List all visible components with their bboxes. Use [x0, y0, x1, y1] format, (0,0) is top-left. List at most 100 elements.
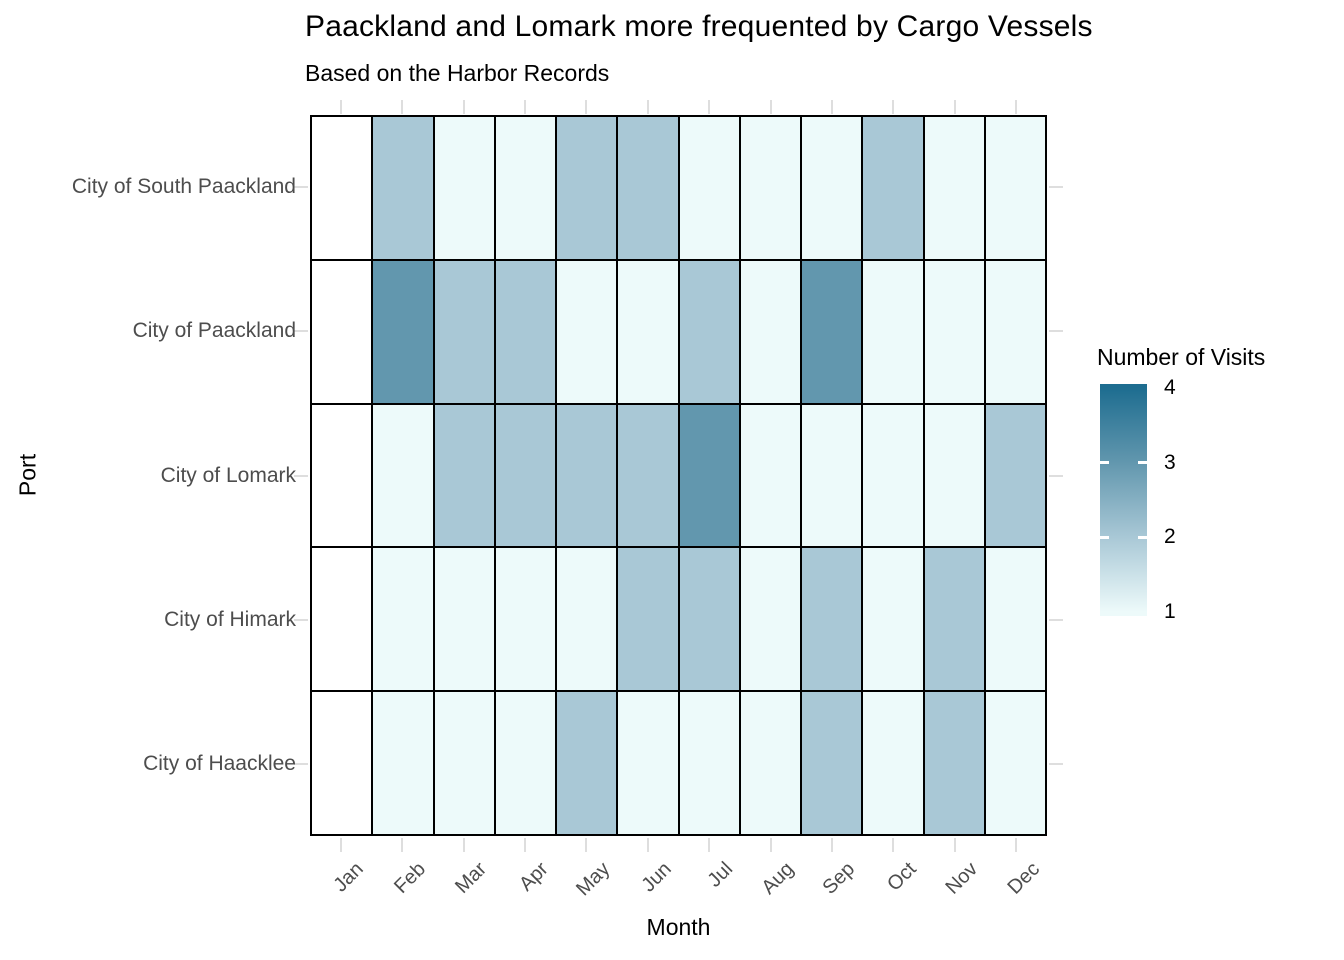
legend-title: Number of Visits [1097, 344, 1266, 370]
x-tick-label: Aug [757, 858, 799, 899]
x-tick-bottom [953, 838, 956, 852]
heatmap-cell [495, 260, 555, 403]
x-tick-top [401, 100, 404, 114]
heatmap-cell [679, 692, 739, 834]
heatmap-cell [434, 117, 494, 259]
heatmap-cell [557, 117, 617, 259]
y-tick-left [294, 330, 308, 333]
x-tick-top [953, 100, 956, 114]
legend-tick-mark-left [1100, 535, 1109, 539]
x-tick-label: Feb [389, 858, 430, 898]
heatmap-cell [312, 404, 372, 547]
x-axis-title: Month [646, 914, 711, 940]
x-tick-bottom [585, 838, 588, 852]
heatmap-cell [924, 260, 984, 403]
x-tick-top [339, 100, 342, 114]
x-tick-top [523, 100, 526, 114]
x-tick-label: Oct [883, 858, 922, 896]
legend-tick-mark-left [1100, 461, 1109, 465]
x-tick-bottom [523, 838, 526, 852]
heatmap-cell [740, 117, 800, 259]
y-tick-label: City of Himark [164, 607, 296, 631]
y-tick-label: City of Haacklee [143, 751, 296, 775]
heatmap-cell [618, 404, 678, 547]
heatmap-cell [312, 260, 372, 403]
heatmap-cell [373, 404, 433, 547]
x-tick-label: Sep [818, 858, 860, 899]
y-tick-right [1049, 330, 1063, 333]
heatmap-cell [740, 260, 800, 403]
x-tick-bottom [646, 838, 649, 852]
heatmap-cell [434, 548, 494, 691]
heatmap-cell [373, 692, 433, 834]
y-tick-right [1049, 618, 1063, 621]
x-tick-top [1015, 100, 1018, 114]
y-tick-label: City of Lomark [160, 463, 296, 487]
heatmap-cell [679, 260, 739, 403]
chart-title: Paackland and Lomark more frequented by … [305, 10, 1093, 43]
heatmap-cell [985, 548, 1045, 691]
heatmap-cell [924, 117, 984, 259]
heatmap-cell [924, 548, 984, 691]
heatmap-cell [373, 548, 433, 691]
y-tick-label: City of South Paackland [71, 175, 296, 199]
y-axis-title: Port [14, 453, 41, 497]
heatmap-cell [373, 260, 433, 403]
legend-tick-mark-right [1138, 535, 1147, 539]
x-tick-top [769, 100, 772, 114]
x-tick-label: Jul [703, 858, 737, 892]
heatmap-cell [495, 404, 555, 547]
x-tick-top [462, 100, 465, 114]
y-tick-right [1049, 186, 1063, 189]
heatmap-cell [863, 548, 923, 691]
x-tick-label: Apr [514, 858, 553, 896]
heatmap-cell [373, 117, 433, 259]
heatmap-cell [740, 404, 800, 547]
heatmap-cell [679, 404, 739, 547]
heatmap-cell [985, 117, 1045, 259]
x-tick-bottom [831, 838, 834, 852]
heatmap-cell [557, 548, 617, 691]
legend-tick-label: 3 [1164, 450, 1176, 474]
x-tick-top [585, 100, 588, 114]
heatmap-cell [557, 692, 617, 834]
x-tick-bottom [401, 838, 404, 852]
heatmap-cell [924, 692, 984, 834]
x-tick-label: Jun [636, 858, 676, 897]
y-tick-left [294, 618, 308, 621]
y-tick-left [294, 186, 308, 189]
x-tick-label: Nov [941, 858, 983, 899]
legend-colorbar [1100, 384, 1147, 616]
x-tick-top [646, 100, 649, 114]
heatmap-cell [802, 548, 862, 691]
y-tick-left [294, 474, 308, 477]
chart-subtitle: Based on the Harbor Records [305, 60, 610, 86]
legend-tick-label: 4 [1164, 375, 1176, 399]
heatmap-cell [434, 404, 494, 547]
heatmap-cell [312, 117, 372, 259]
x-tick-bottom [462, 838, 465, 852]
heatmap-cell [740, 692, 800, 834]
heatmap-cell [802, 117, 862, 259]
x-tick-bottom [892, 838, 895, 852]
heatmap-cell [434, 260, 494, 403]
heatmap-cell [679, 548, 739, 691]
x-tick-top [708, 100, 711, 114]
heatmap-cell [740, 548, 800, 691]
heatmap-cell [863, 692, 923, 834]
heatmap-cell [495, 117, 555, 259]
heatmap-cell [985, 260, 1045, 403]
heatmap-cell [618, 117, 678, 259]
heatmap-cell [312, 548, 372, 691]
x-tick-label: Mar [451, 858, 492, 898]
x-tick-top [892, 100, 895, 114]
y-tick-right [1049, 474, 1063, 477]
x-tick-bottom [1015, 838, 1018, 852]
x-tick-label: Dec [1003, 858, 1044, 899]
heatmap-cell [985, 404, 1045, 547]
heatmap-cell [802, 404, 862, 547]
heatmap-cell [618, 260, 678, 403]
heatmap-cell [434, 692, 494, 834]
heatmap-cell [312, 692, 372, 834]
